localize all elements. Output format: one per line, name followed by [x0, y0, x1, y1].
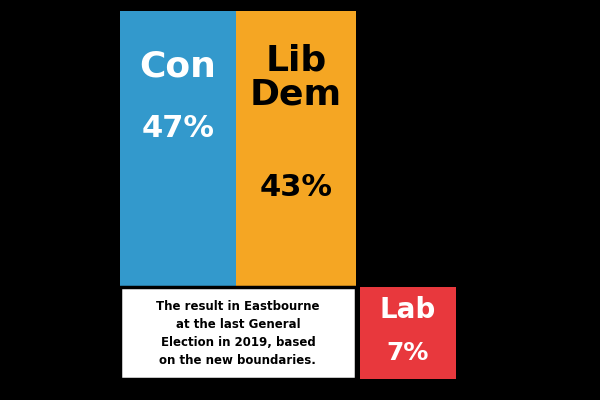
Bar	[360, 287, 456, 379]
FancyBboxPatch shape	[120, 287, 356, 379]
Text: 43%: 43%	[259, 173, 332, 202]
Text: The result in Eastbourne
at the last General
Election in 2019, based
on the new : The result in Eastbourne at the last Gen…	[156, 300, 320, 367]
Bar	[120, 11, 236, 379]
Text: Lab: Lab	[380, 296, 436, 324]
Text: Con: Con	[139, 49, 217, 83]
Bar	[236, 11, 356, 379]
Text: 7%: 7%	[387, 342, 429, 366]
Text: Lib
Dem: Lib Dem	[250, 44, 342, 112]
Text: 47%: 47%	[142, 114, 214, 144]
